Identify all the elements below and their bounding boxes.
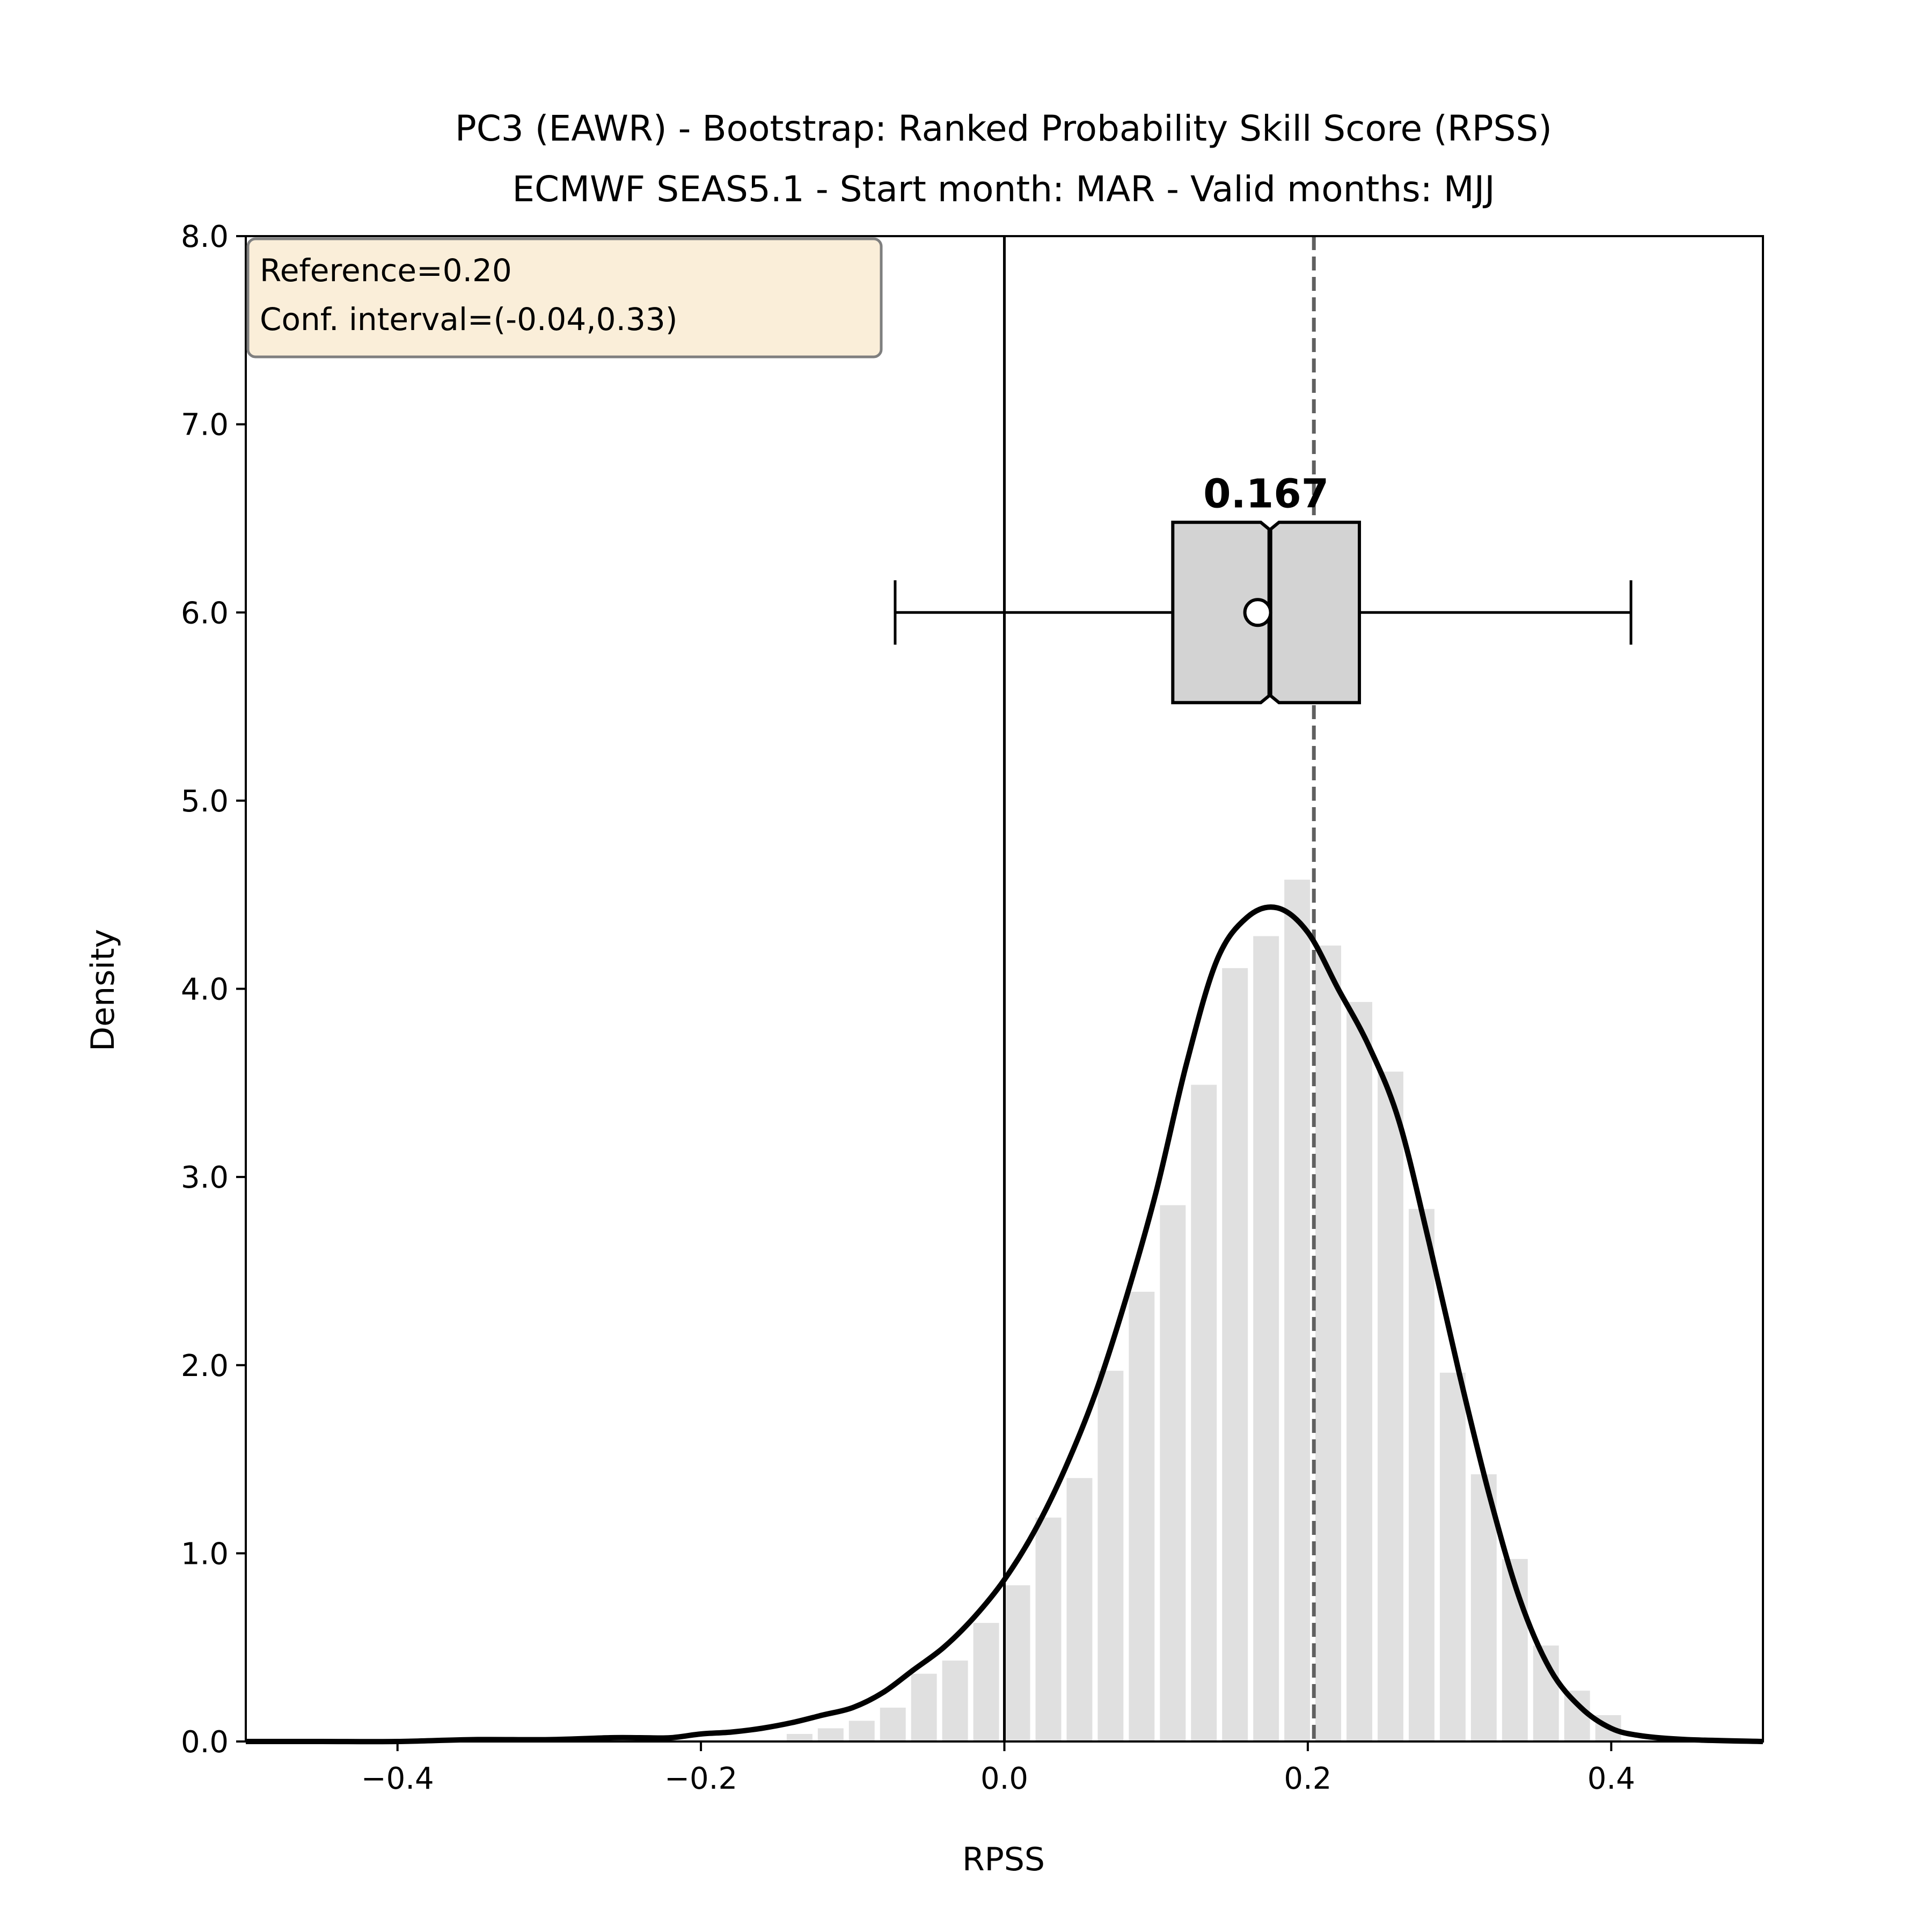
y-tick-label: 5.0 (181, 784, 229, 819)
chart-title: PC3 (EAWR) - Bootstrap: Ranked Probabili… (455, 108, 1552, 149)
histogram-bar-0 (786, 1733, 813, 1741)
y-axis-label: Density (84, 929, 122, 1051)
histogram-bar-15 (1253, 936, 1279, 1741)
y-tick-label: 6.0 (181, 596, 229, 631)
histogram-bar-18 (1346, 1002, 1372, 1741)
histogram-bar-17 (1315, 945, 1342, 1741)
boxplot-mean-marker (1243, 598, 1272, 627)
histogram-bar-8 (1035, 1517, 1062, 1741)
x-tick-label: −0.4 (361, 1761, 434, 1796)
annotation-reference: Reference=0.20 (260, 252, 512, 289)
y-tick-label: 8.0 (181, 219, 229, 254)
histogram-bar-21 (1439, 1372, 1466, 1741)
histogram-bar-20 (1408, 1209, 1435, 1741)
x-tick-label: 0.0 (980, 1761, 1028, 1796)
x-axis-ticks: −0.4 −0.2 0.0 0.2 0.4 (361, 1741, 1635, 1796)
histogram-bar-19 (1377, 1071, 1403, 1741)
kde-curve-group (246, 904, 1763, 1745)
y-tick-label: 4.0 (181, 972, 229, 1007)
boxplot-median-label: 0.167 (1203, 471, 1329, 517)
y-tick-label: 3.0 (181, 1160, 229, 1195)
histogram-bar-13 (1191, 1085, 1217, 1741)
x-tick-label: −0.2 (664, 1761, 737, 1796)
histogram-bar-10 (1097, 1371, 1124, 1741)
boxplot: 0.167 (894, 471, 1633, 705)
histogram-bar-6 (973, 1623, 999, 1741)
histogram-bar-4 (911, 1673, 937, 1741)
annotation-box: Reference=0.20 Conf. interval=(-0.04,0.3… (246, 237, 883, 358)
histogram-bars (786, 880, 1621, 1741)
histogram-bar-1 (817, 1728, 844, 1741)
histogram-bar-5 (942, 1660, 968, 1741)
histogram-bar-25 (1564, 1690, 1590, 1741)
x-tick-label: 0.2 (1284, 1761, 1331, 1796)
reference-lines (1003, 236, 1316, 1741)
histogram-bar-3 (880, 1707, 906, 1741)
y-axis-ticks: 0.0 1.0 2.0 3.0 4.0 5.0 6.0 7.0 8.0 (181, 219, 246, 1760)
annotation-conf-interval: Conf. interval=(-0.04,0.33) (260, 301, 677, 338)
histogram-bar-2 (848, 1721, 875, 1741)
x-axis-label: RPSS (962, 1841, 1045, 1878)
annotation-box-background (246, 237, 883, 358)
chart-subtitle: ECMWF SEAS5.1 - Start month: MAR - Valid… (512, 169, 1495, 210)
histogram-bar-22 (1470, 1474, 1497, 1741)
histogram-bar-7 (1004, 1585, 1030, 1741)
x-tick-label: 0.4 (1587, 1761, 1635, 1796)
y-tick-label: 1.0 (181, 1536, 229, 1571)
histogram-bar-16 (1284, 880, 1311, 1741)
histogram-bar-14 (1222, 968, 1248, 1741)
histogram-bar-12 (1160, 1205, 1186, 1741)
y-tick-label: 2.0 (181, 1349, 229, 1384)
y-tick-label: 0.0 (181, 1725, 229, 1760)
kde-curve (246, 904, 1763, 1745)
histogram-bar-9 (1066, 1478, 1093, 1741)
y-tick-label: 7.0 (181, 408, 229, 443)
histogram-bar-11 (1129, 1292, 1155, 1741)
